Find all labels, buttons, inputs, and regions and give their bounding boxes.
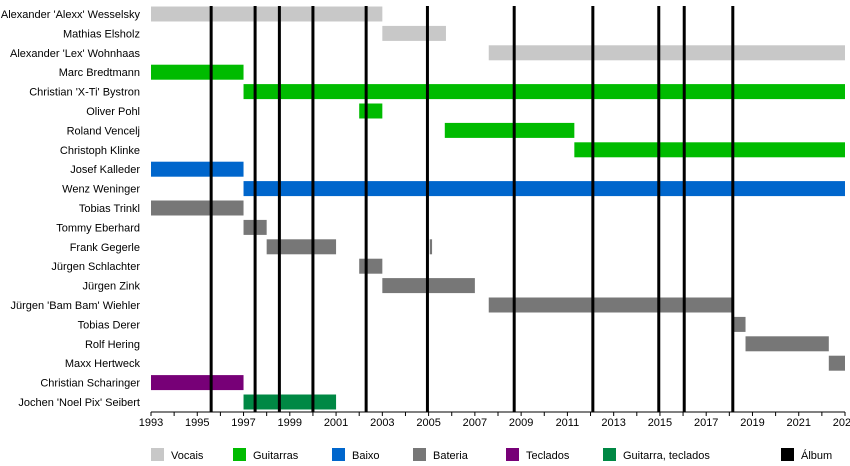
member-bar — [243, 394, 337, 410]
legend-label-vocals: Vocais — [171, 450, 204, 462]
legend-swatch-drums — [413, 448, 426, 461]
member-name-label: Jürgen Schlachter — [51, 261, 140, 273]
member-bar — [444, 122, 575, 138]
member-name-label: Christian Scharinger — [40, 378, 140, 390]
x-tick-label: 2021 — [786, 417, 810, 429]
x-axis-ticks: 1993 1995 1997 1999 2001 2003 2005 2007 2009 2011… — [139, 412, 850, 429]
legend-swatch-keyboards — [506, 448, 519, 461]
member-bar — [574, 142, 845, 158]
member-name-label: Tommy Eberhard — [56, 222, 140, 234]
member-name-label: Oliver Pohl — [86, 106, 140, 118]
member-name-label: Maxx Hertweck — [65, 358, 141, 370]
member-name-label: Christian 'X-Ti' Bystron — [29, 87, 140, 99]
member-bar — [745, 336, 829, 352]
member-bar — [151, 161, 244, 177]
member-bar — [488, 297, 732, 313]
member-bar — [429, 239, 433, 255]
legend-swatch-album — [781, 448, 794, 461]
x-tick-label: 1997 — [231, 417, 255, 429]
album-lines — [209, 6, 735, 412]
x-tick-label: 2009 — [509, 417, 533, 429]
member-name-label: Frank Gegerle — [70, 242, 140, 254]
x-tick-label: 2015 — [648, 417, 672, 429]
legend-label-guitar_keys: Guitarra, teclados — [623, 450, 710, 462]
x-tick-label: 2023 — [833, 417, 850, 429]
member-bar — [243, 84, 846, 100]
legend: Vocais Guitarras Baixo Bateria Teclados Guita… — [151, 448, 832, 462]
member-name-label: Marc Bredtmann — [59, 67, 140, 79]
legend-label-album: Álbum — [801, 449, 832, 462]
member-name-label: Tobias Trinkl — [79, 203, 140, 215]
member-bars — [151, 6, 846, 410]
member-bar — [828, 355, 845, 371]
member-bar — [731, 316, 746, 332]
member-bar — [359, 103, 383, 119]
x-tick-label: 2007 — [463, 417, 487, 429]
member-name-label: Rolf Hering — [85, 339, 140, 351]
member-names: Alexander 'Alexx' Wesselsky Mathias Elsho… — [1, 9, 141, 409]
member-name-label: Josef Kalleder — [70, 164, 140, 176]
x-tick-label: 2019 — [740, 417, 764, 429]
legend-swatch-vocals — [151, 448, 164, 461]
member-name-label: Mathias Elsholz — [63, 28, 140, 40]
member-bar — [266, 239, 337, 255]
member-bar — [382, 25, 446, 41]
legend-label-drums: Bateria — [433, 450, 469, 462]
x-tick-label: 1995 — [185, 417, 209, 429]
member-name-label: Wenz Weninger — [62, 184, 140, 196]
member-bar — [151, 6, 383, 22]
legend-label-keyboards: Teclados — [526, 450, 570, 462]
member-name-label: Christoph Klinke — [60, 145, 140, 157]
member-bar — [151, 375, 244, 391]
member-name-label: Jürgen 'Bam Bam' Wiehler — [10, 300, 140, 312]
member-name-label: Roland Vencelj — [67, 125, 140, 137]
member-bar — [359, 258, 383, 274]
member-name-label: Tobias Derer — [78, 319, 141, 331]
legend-swatch-guitars — [233, 448, 246, 461]
member-name-label: Jürgen Zink — [83, 281, 141, 293]
x-tick-label: 2003 — [370, 417, 394, 429]
member-name-label: Alexander 'Alexx' Wesselsky — [1, 9, 141, 21]
x-tick-label: 2013 — [601, 417, 625, 429]
member-bar — [243, 181, 846, 197]
legend-swatch-guitar_keys — [603, 448, 616, 461]
x-tick-label: 2011 — [556, 417, 580, 429]
legend-swatch-bass — [332, 448, 345, 461]
member-bar — [151, 200, 244, 216]
legend-label-bass: Baixo — [352, 450, 380, 462]
member-bar — [488, 45, 845, 61]
member-name-label: Jochen 'Noel Pix' Seibert — [18, 397, 140, 409]
legend-label-guitars: Guitarras — [253, 450, 299, 462]
x-tick-label: 1999 — [278, 417, 302, 429]
x-tick-label: 1993 — [139, 417, 163, 429]
x-tick-label: 2001 — [324, 417, 348, 429]
member-name-label: Alexander 'Lex' Wohnhaas — [10, 48, 140, 60]
x-tick-label: 2005 — [416, 417, 440, 429]
member-bar — [151, 64, 244, 80]
x-tick-label: 2017 — [694, 417, 718, 429]
